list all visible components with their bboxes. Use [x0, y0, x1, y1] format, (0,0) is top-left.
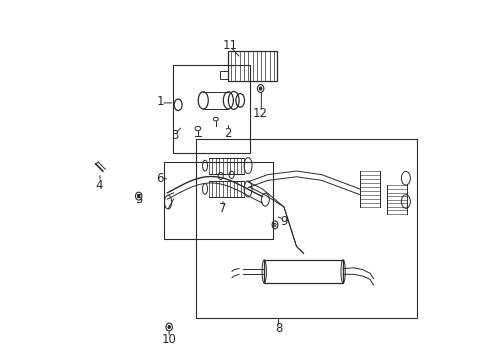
Bar — [228, 51, 276, 81]
Text: 10: 10 — [162, 333, 176, 346]
Text: 3: 3 — [170, 129, 178, 142]
Bar — [163, 162, 273, 239]
Bar — [220, 71, 228, 78]
Bar — [172, 65, 249, 153]
Text: 7: 7 — [219, 202, 226, 215]
Ellipse shape — [259, 87, 262, 90]
Ellipse shape — [137, 194, 140, 198]
Text: 5: 5 — [135, 193, 142, 206]
Bar — [264, 260, 343, 283]
Text: 2: 2 — [224, 127, 232, 140]
Text: 4: 4 — [95, 179, 103, 192]
Text: 1: 1 — [156, 95, 163, 108]
Text: 11: 11 — [222, 39, 237, 52]
Text: 8: 8 — [274, 322, 282, 335]
Bar — [196, 139, 416, 318]
Text: 12: 12 — [253, 107, 267, 120]
Text: 9: 9 — [280, 215, 287, 228]
Text: 6: 6 — [156, 172, 163, 185]
Ellipse shape — [167, 325, 170, 329]
